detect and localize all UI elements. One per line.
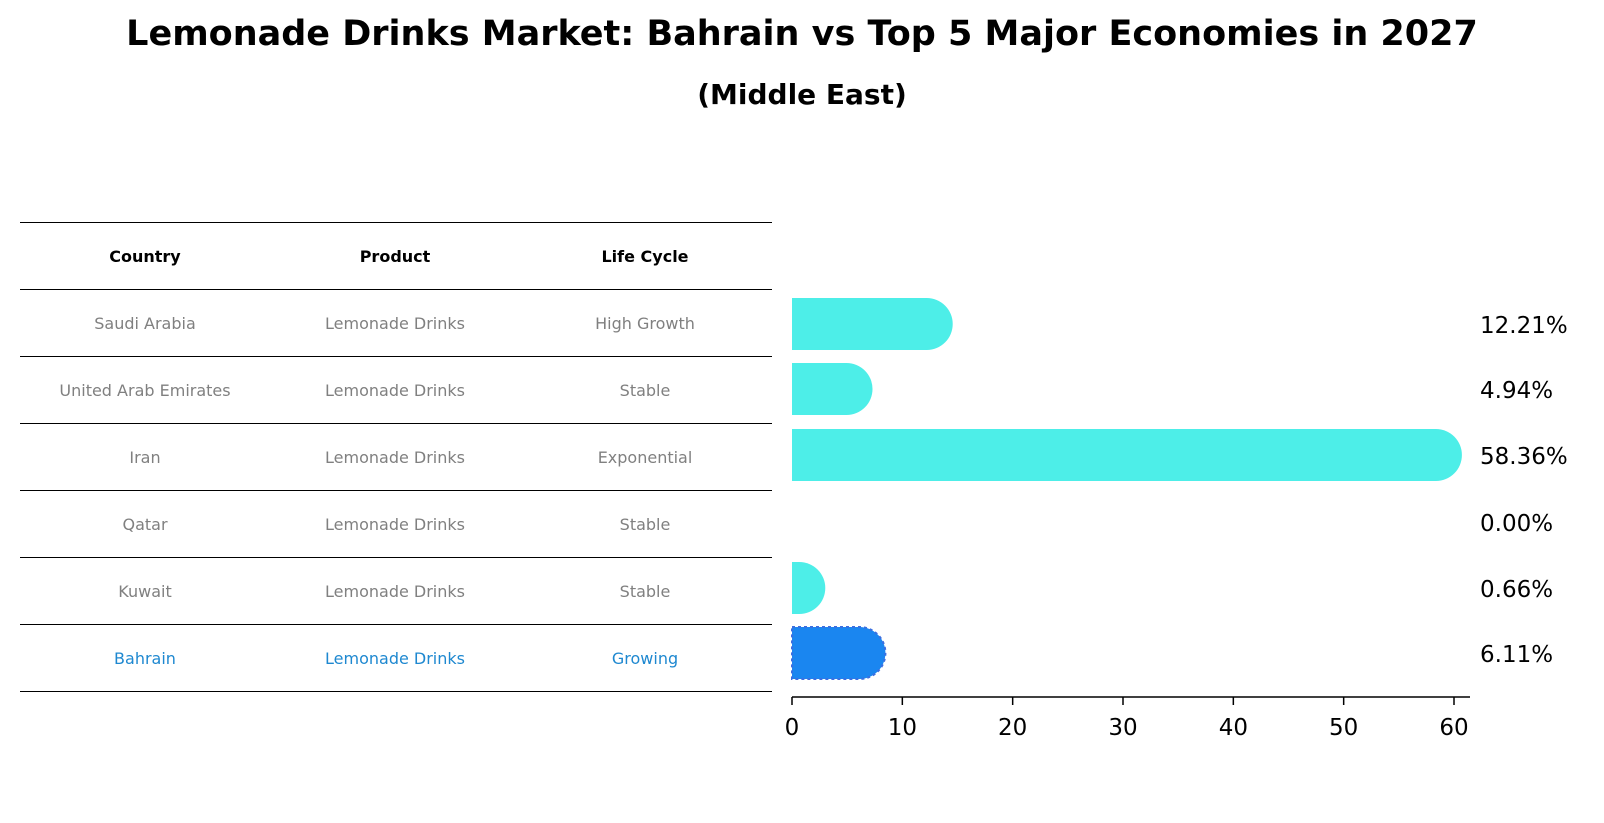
value-label: 58.36% xyxy=(1480,444,1568,470)
x-tick-label: 20 xyxy=(998,715,1027,741)
cell-product: Lemonade Drinks xyxy=(325,380,465,400)
bar-united-arab-emirates xyxy=(792,363,873,415)
header-product: Product xyxy=(359,246,431,266)
table-row: Qatar Lemonade Drinks Stable xyxy=(20,491,772,558)
cell-product: Lemonade Drinks xyxy=(325,447,465,467)
bar-saudi-arabia xyxy=(792,298,953,350)
table-row: Iran Lemonade Drinks Exponential xyxy=(20,424,772,491)
value-label: 0.00% xyxy=(1480,511,1553,537)
table-row: United Arab Emirates Lemonade Drinks Sta… xyxy=(20,357,772,424)
table-header-row: Country Product Life Cycle xyxy=(20,222,772,290)
cell-product: Lemonade Drinks xyxy=(325,514,465,534)
cell-life-cycle: Exponential xyxy=(597,447,693,467)
bar-bahrain xyxy=(791,626,887,680)
cell-product: Lemonade Drinks xyxy=(325,581,465,601)
cell-life-cycle: Stable xyxy=(619,514,671,534)
header-country: Country xyxy=(109,246,181,266)
chart-title: Lemonade Drinks Market: Bahrain vs Top 5… xyxy=(126,14,1478,54)
x-tick-label: 60 xyxy=(1439,715,1468,741)
cell-country: Kuwait xyxy=(118,581,172,601)
header-life-cycle: Life Cycle xyxy=(601,246,689,266)
cell-country: Saudi Arabia xyxy=(94,313,196,333)
cell-country: United Arab Emirates xyxy=(59,380,231,400)
bar-iran xyxy=(792,429,1462,481)
value-label: 6.11% xyxy=(1480,642,1553,668)
cell-country: Iran xyxy=(129,447,161,467)
x-tick-label: 30 xyxy=(1108,715,1137,741)
value-label: 4.94% xyxy=(1480,378,1553,404)
table-row: Kuwait Lemonade Drinks Stable xyxy=(20,558,772,625)
table-row: Saudi Arabia Lemonade Drinks High Growth xyxy=(20,290,772,357)
cell-country: Qatar xyxy=(122,514,168,534)
bar-kuwait xyxy=(792,562,826,614)
country-table: Country Product Life Cycle Saudi Arabia … xyxy=(20,222,772,692)
cell-product: Lemonade Drinks xyxy=(325,313,465,333)
cell-life-cycle: Growing xyxy=(611,648,679,668)
cell-life-cycle: Stable xyxy=(619,581,671,601)
x-tick-label: 50 xyxy=(1329,715,1358,741)
x-tick-label: 10 xyxy=(888,715,917,741)
chart-subtitle: (Middle East) xyxy=(697,78,907,111)
x-tick-label: 40 xyxy=(1219,715,1248,741)
table-row-highlight: Bahrain Lemonade Drinks Growing xyxy=(20,625,772,692)
cell-country: Bahrain xyxy=(114,648,176,668)
cell-life-cycle: High Growth xyxy=(595,313,695,333)
x-tick-label: 0 xyxy=(785,715,800,741)
value-label: 12.21% xyxy=(1480,313,1568,339)
cell-life-cycle: Stable xyxy=(619,380,671,400)
cell-product: Lemonade Drinks xyxy=(325,648,465,668)
value-label: 0.66% xyxy=(1480,577,1553,603)
